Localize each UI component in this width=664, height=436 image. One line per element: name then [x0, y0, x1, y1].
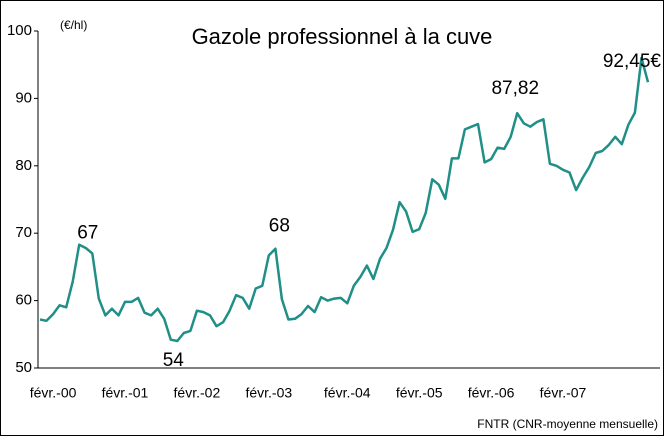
unit-label: (€/hl) [60, 18, 87, 32]
x-tick-label: févr.-02 [174, 385, 221, 401]
y-tick-label: 100 [7, 22, 32, 39]
y-tick-label: 90 [15, 89, 32, 106]
y-tick-label: 80 [15, 157, 32, 174]
x-tick-label: févr.-04 [324, 385, 371, 401]
x-tick-label: févr.-03 [245, 385, 292, 401]
x-tick-label: févr.-00 [30, 385, 77, 401]
y-tick-label: 70 [15, 224, 32, 241]
x-tick-label: févr.-06 [468, 385, 515, 401]
annotation: 87,82 [491, 78, 539, 99]
y-tick-label: 50 [15, 359, 32, 376]
annotation: 67 [77, 222, 98, 243]
annotation: 92,45€ [603, 51, 662, 72]
x-tick-label: févr.-01 [102, 385, 149, 401]
line-series [39, 56, 650, 343]
source: FNTR (CNR-moyenne mensuelle) [477, 417, 658, 431]
annotation: 54 [163, 350, 185, 371]
y-tick-label: 60 [15, 292, 32, 309]
annotation: 68 [269, 216, 290, 237]
chart-title: Gazole professionnel à la cuve [192, 24, 493, 49]
x-tick-label: févr.-05 [396, 385, 443, 401]
x-tick-label: févr.-07 [540, 385, 587, 401]
